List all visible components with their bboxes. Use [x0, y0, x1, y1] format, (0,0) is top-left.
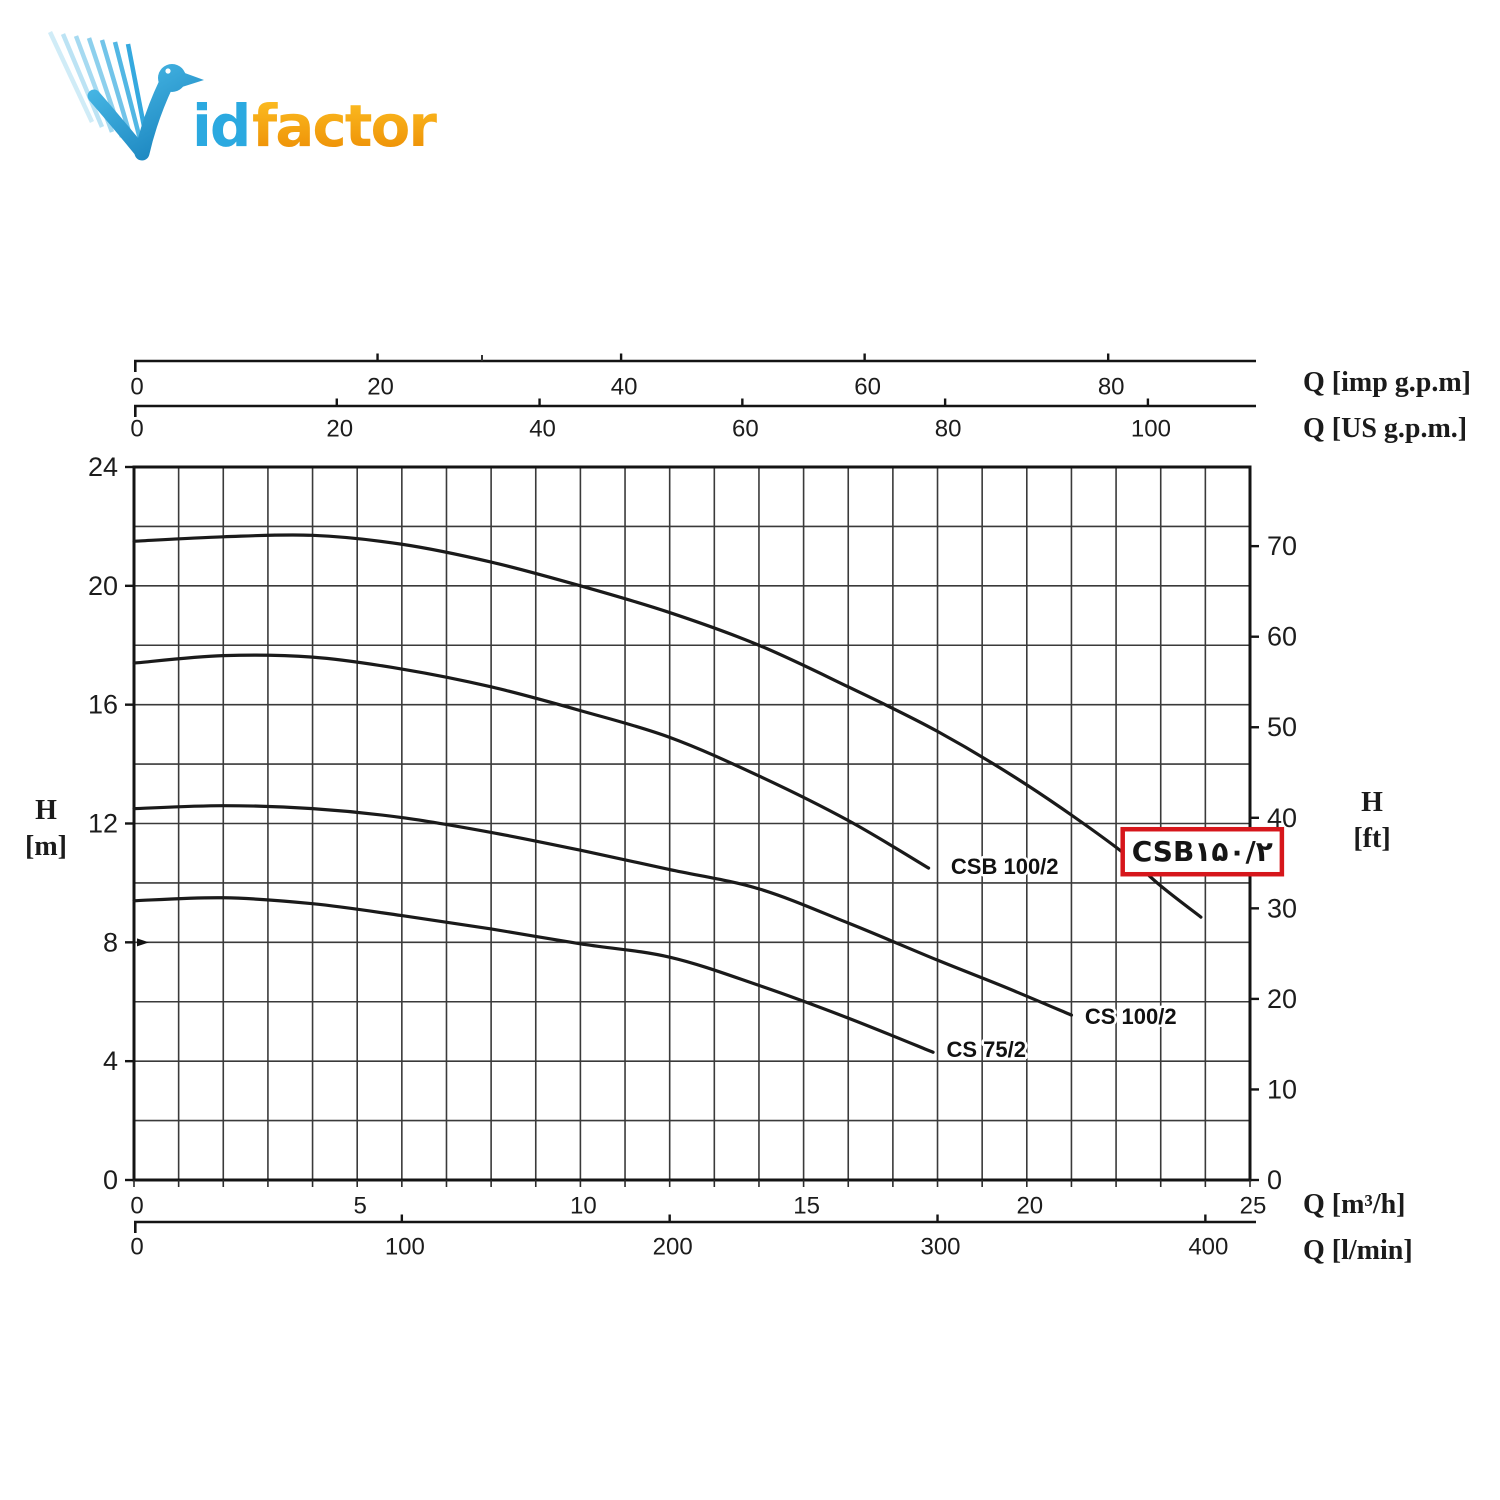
- logo-svg: id factor: [47, 31, 439, 161]
- tick-label-us: 20: [326, 416, 353, 443]
- curve-label: CSB 100/2: [951, 854, 1059, 879]
- logo-text-id: id: [192, 92, 249, 160]
- tick-label-h-ft: 0: [1267, 1165, 1282, 1195]
- axis-label-m3h: Q [m³/h]: [1303, 1189, 1406, 1220]
- tick-label-us: 100: [1131, 416, 1171, 443]
- tick-label-h-m: 8: [103, 927, 118, 957]
- tick-label-h-ft: 10: [1267, 1074, 1297, 1104]
- curve-label: CS 75/2: [946, 1037, 1026, 1062]
- axis-label-imp-gpm: Q [imp g.p.m]: [1303, 367, 1471, 398]
- tick-label-us: 0: [130, 416, 143, 443]
- logo-text-factor: factor: [252, 92, 437, 160]
- tick-label-h-ft: 50: [1267, 712, 1297, 742]
- highlight-box: [1120, 826, 1285, 877]
- tick-label-h-m: 12: [88, 809, 118, 839]
- bird-icon: [47, 31, 204, 161]
- tick-label-h-ft: 60: [1267, 622, 1297, 652]
- curve-csb150-2: [132, 533, 1203, 919]
- tick-label-lmin: 400: [1188, 1234, 1228, 1261]
- axis-label-h-m: H [m]: [25, 793, 67, 865]
- tick-label-lmin: 300: [920, 1234, 960, 1261]
- tick-label-m3h: 0: [130, 1193, 143, 1220]
- curve-cs-75-2: [132, 896, 935, 1054]
- logo: id factor: [36, 26, 466, 176]
- tick-label-imp: 60: [854, 374, 881, 401]
- axis-label-lmin: Q [l/min]: [1303, 1235, 1413, 1266]
- tick-label-us: 80: [935, 416, 962, 443]
- tick-label-m3h: 25: [1240, 1193, 1267, 1220]
- axis-label-h-m-unit: [m]: [25, 831, 67, 862]
- axis-label-h-ft-letter: H: [1361, 787, 1383, 818]
- tick-label-h-m: 20: [88, 571, 118, 601]
- tick-label-imp: 20: [367, 374, 394, 401]
- tick-label-h-m: 24: [88, 452, 118, 482]
- tick-label-m3h: 20: [1016, 1193, 1043, 1220]
- curve-label: CS 100/2: [1085, 1004, 1177, 1029]
- tick-label-imp: 0: [130, 374, 143, 401]
- curve-csb-100-2: [132, 653, 931, 870]
- axis-label-h-ft-unit: [ft]: [1353, 823, 1391, 854]
- tick-label-h-m: 0: [103, 1165, 118, 1195]
- tick-label-h-ft: 70: [1267, 531, 1297, 561]
- tick-label-m3h: 10: [570, 1193, 597, 1220]
- tick-label-lmin: 200: [653, 1234, 693, 1261]
- tick-label-m3h: 5: [354, 1193, 367, 1220]
- tick-label-imp: 40: [611, 374, 638, 401]
- tick-label-m3h: 15: [793, 1193, 820, 1220]
- axis-label-h-ft: H [ft]: [1353, 785, 1390, 857]
- tick-label-h-m: 4: [103, 1046, 118, 1076]
- tick-label-us: 60: [732, 416, 759, 443]
- tick-label-h-m: 16: [88, 690, 118, 720]
- tick-label-imp: 80: [1098, 374, 1125, 401]
- tick-label-lmin: 0: [130, 1234, 143, 1261]
- tick-label-h-ft: 30: [1267, 893, 1297, 923]
- tick-label-h-ft: 20: [1267, 984, 1297, 1014]
- tick-label-lmin: 100: [385, 1234, 425, 1261]
- h8-marker: [137, 938, 149, 947]
- curve-label-highlighted: CSB۱۵۰/۲: [1132, 835, 1273, 868]
- curve-cs-100-2: [132, 804, 1074, 1017]
- axis-label-h-m-letter: H: [35, 795, 57, 826]
- axis-label-us-gpm: Q [US g.p.m.]: [1303, 413, 1468, 444]
- tick-label-us: 40: [529, 416, 556, 443]
